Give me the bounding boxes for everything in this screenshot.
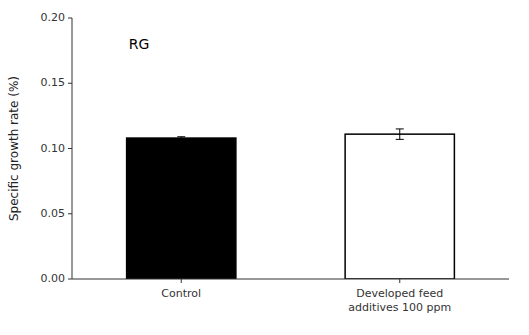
x-tick-label-line: Control [161,287,201,300]
y-tick-label: 0.00 [41,272,66,285]
x-tick [181,279,182,283]
y-tick-label: 0.15 [41,76,66,89]
error-line [399,129,400,139]
error-cap [177,139,185,140]
y-tick [68,148,72,149]
x-tick-label: Developed feedadditives 100 ppm [348,287,451,314]
y-axis-label: Specific growth rate (%) [7,76,21,221]
y-tick-label: 0.05 [41,207,66,220]
y-tick-label: 0.20 [41,11,66,24]
chart-svg: 0.00 0.05 0.10 0.15 0.20 Control Developed fee… [0,0,529,335]
y-tick [68,279,72,280]
x-tick [399,279,400,283]
error-cap [396,128,404,129]
error-cap [396,139,404,140]
bar [345,134,454,279]
x-tick-label: Control [161,287,201,300]
y-tick [68,83,72,84]
bar [127,138,236,279]
x-tick-label-line: additives 100 ppm [348,301,451,314]
error-cap [177,136,185,137]
annotation: RG [129,36,150,52]
error-bar [396,129,404,139]
error-bar [177,137,185,140]
y-tick-label: 0.10 [41,142,66,155]
bars [127,129,455,279]
x-tick-label-line: Developed feed [356,287,443,300]
x-axis-line [72,279,509,280]
y-tick [68,18,72,19]
y-tick [68,213,72,214]
chart-container: 0.00 0.05 0.10 0.15 0.20 Control Developed fee… [0,0,529,335]
